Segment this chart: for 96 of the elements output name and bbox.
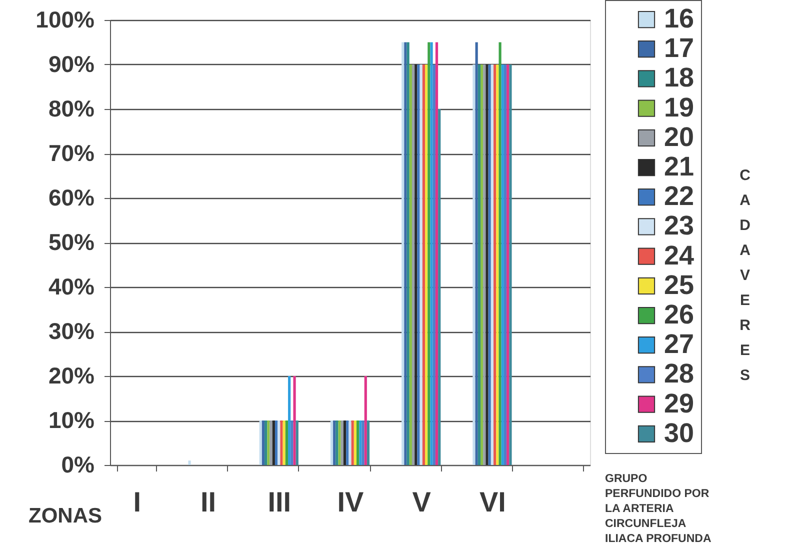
bar bbox=[478, 64, 480, 465]
bar bbox=[404, 42, 407, 465]
bar bbox=[282, 420, 286, 465]
bar bbox=[366, 420, 370, 465]
bar bbox=[290, 420, 294, 465]
bar bbox=[259, 420, 262, 465]
bar bbox=[333, 420, 336, 465]
bar bbox=[409, 64, 412, 465]
bar bbox=[280, 420, 283, 465]
bar bbox=[343, 420, 346, 465]
legend-label: 29 bbox=[664, 388, 694, 418]
legend-label: 18 bbox=[664, 62, 694, 93]
legend-label: 22 bbox=[664, 181, 694, 212]
bar bbox=[293, 376, 296, 465]
x-tick-label: VI bbox=[479, 486, 506, 518]
bar bbox=[490, 64, 494, 465]
bar bbox=[472, 64, 476, 465]
bar bbox=[262, 420, 265, 465]
text: CADAVERES bbox=[740, 167, 750, 384]
y-tick-label: 0% bbox=[61, 452, 94, 478]
legend-label: 27 bbox=[664, 329, 694, 360]
legend-label: 20 bbox=[664, 122, 694, 152]
bar bbox=[296, 420, 298, 465]
bar bbox=[438, 109, 441, 465]
bar bbox=[486, 64, 488, 465]
legend-label: 16 bbox=[664, 4, 694, 34]
bar bbox=[483, 64, 486, 465]
y-tick-label: 60% bbox=[48, 184, 94, 210]
bar bbox=[488, 64, 491, 465]
bar bbox=[509, 64, 512, 465]
bar bbox=[480, 64, 484, 465]
y-tick-label: 40% bbox=[48, 274, 94, 300]
y-tick-label: 90% bbox=[48, 51, 94, 77]
bar bbox=[501, 64, 504, 465]
legend-label: 25 bbox=[664, 270, 694, 300]
bar bbox=[420, 64, 422, 465]
bar bbox=[364, 376, 367, 465]
bar bbox=[267, 420, 270, 465]
bar bbox=[288, 376, 291, 465]
bar bbox=[496, 64, 499, 465]
legend-label: 19 bbox=[664, 92, 694, 122]
bar bbox=[188, 460, 191, 465]
bar bbox=[346, 420, 349, 465]
legend-label: 28 bbox=[664, 358, 694, 389]
legend-label: 17 bbox=[664, 33, 694, 64]
bar bbox=[430, 42, 433, 465]
y-tick-label: 50% bbox=[48, 229, 94, 255]
bar bbox=[348, 420, 352, 465]
bar bbox=[435, 42, 438, 465]
y-tick-label: 20% bbox=[48, 362, 94, 388]
y-tick-label: 30% bbox=[48, 318, 94, 344]
x-tick-label: I bbox=[133, 486, 142, 518]
bar bbox=[414, 64, 418, 465]
bar bbox=[351, 420, 354, 465]
bar bbox=[402, 42, 404, 465]
legend-label: 26 bbox=[664, 300, 694, 330]
bar bbox=[338, 420, 341, 465]
legend-label: 21 bbox=[664, 152, 694, 182]
bar bbox=[506, 64, 510, 465]
legend-label: 30 bbox=[664, 418, 694, 448]
bar bbox=[504, 64, 507, 465]
bar bbox=[432, 64, 436, 465]
text: GRUPO PERFUNDIDO POR LA ARTERIA CIRCUNFLEJA ILIACA PROFUNDA bbox=[605, 473, 712, 545]
x-tick-label: V bbox=[412, 486, 432, 518]
bar bbox=[422, 64, 426, 465]
bar bbox=[494, 64, 496, 465]
bar bbox=[264, 420, 268, 465]
bar bbox=[412, 64, 415, 465]
bar bbox=[336, 420, 338, 465]
bar bbox=[356, 420, 360, 465]
y-tick-label: 70% bbox=[48, 140, 94, 166]
bar bbox=[359, 420, 362, 465]
bar bbox=[340, 420, 344, 465]
x-tick-label: III bbox=[268, 486, 292, 518]
bar bbox=[425, 64, 428, 465]
bar bbox=[428, 42, 430, 465]
legend-label: 24 bbox=[664, 240, 694, 270]
x-tick-label: II bbox=[200, 486, 216, 518]
bar bbox=[406, 42, 410, 465]
x-tick-label: IV bbox=[337, 486, 364, 518]
legend-label: 23 bbox=[664, 210, 694, 241]
bar bbox=[354, 420, 357, 465]
y-tick-label: 100% bbox=[36, 6, 94, 32]
y-tick-label: 80% bbox=[48, 96, 94, 122]
x-axis-title: ZONAS bbox=[28, 504, 102, 528]
bar bbox=[475, 42, 478, 465]
bar bbox=[362, 420, 364, 465]
bar bbox=[417, 64, 420, 465]
y-tick-label: 10% bbox=[48, 407, 94, 433]
bar bbox=[278, 420, 280, 465]
bar bbox=[498, 42, 502, 465]
bar bbox=[272, 420, 275, 465]
bar bbox=[274, 420, 278, 465]
bar bbox=[270, 420, 272, 465]
bar bbox=[285, 420, 288, 465]
bar bbox=[330, 420, 334, 465]
